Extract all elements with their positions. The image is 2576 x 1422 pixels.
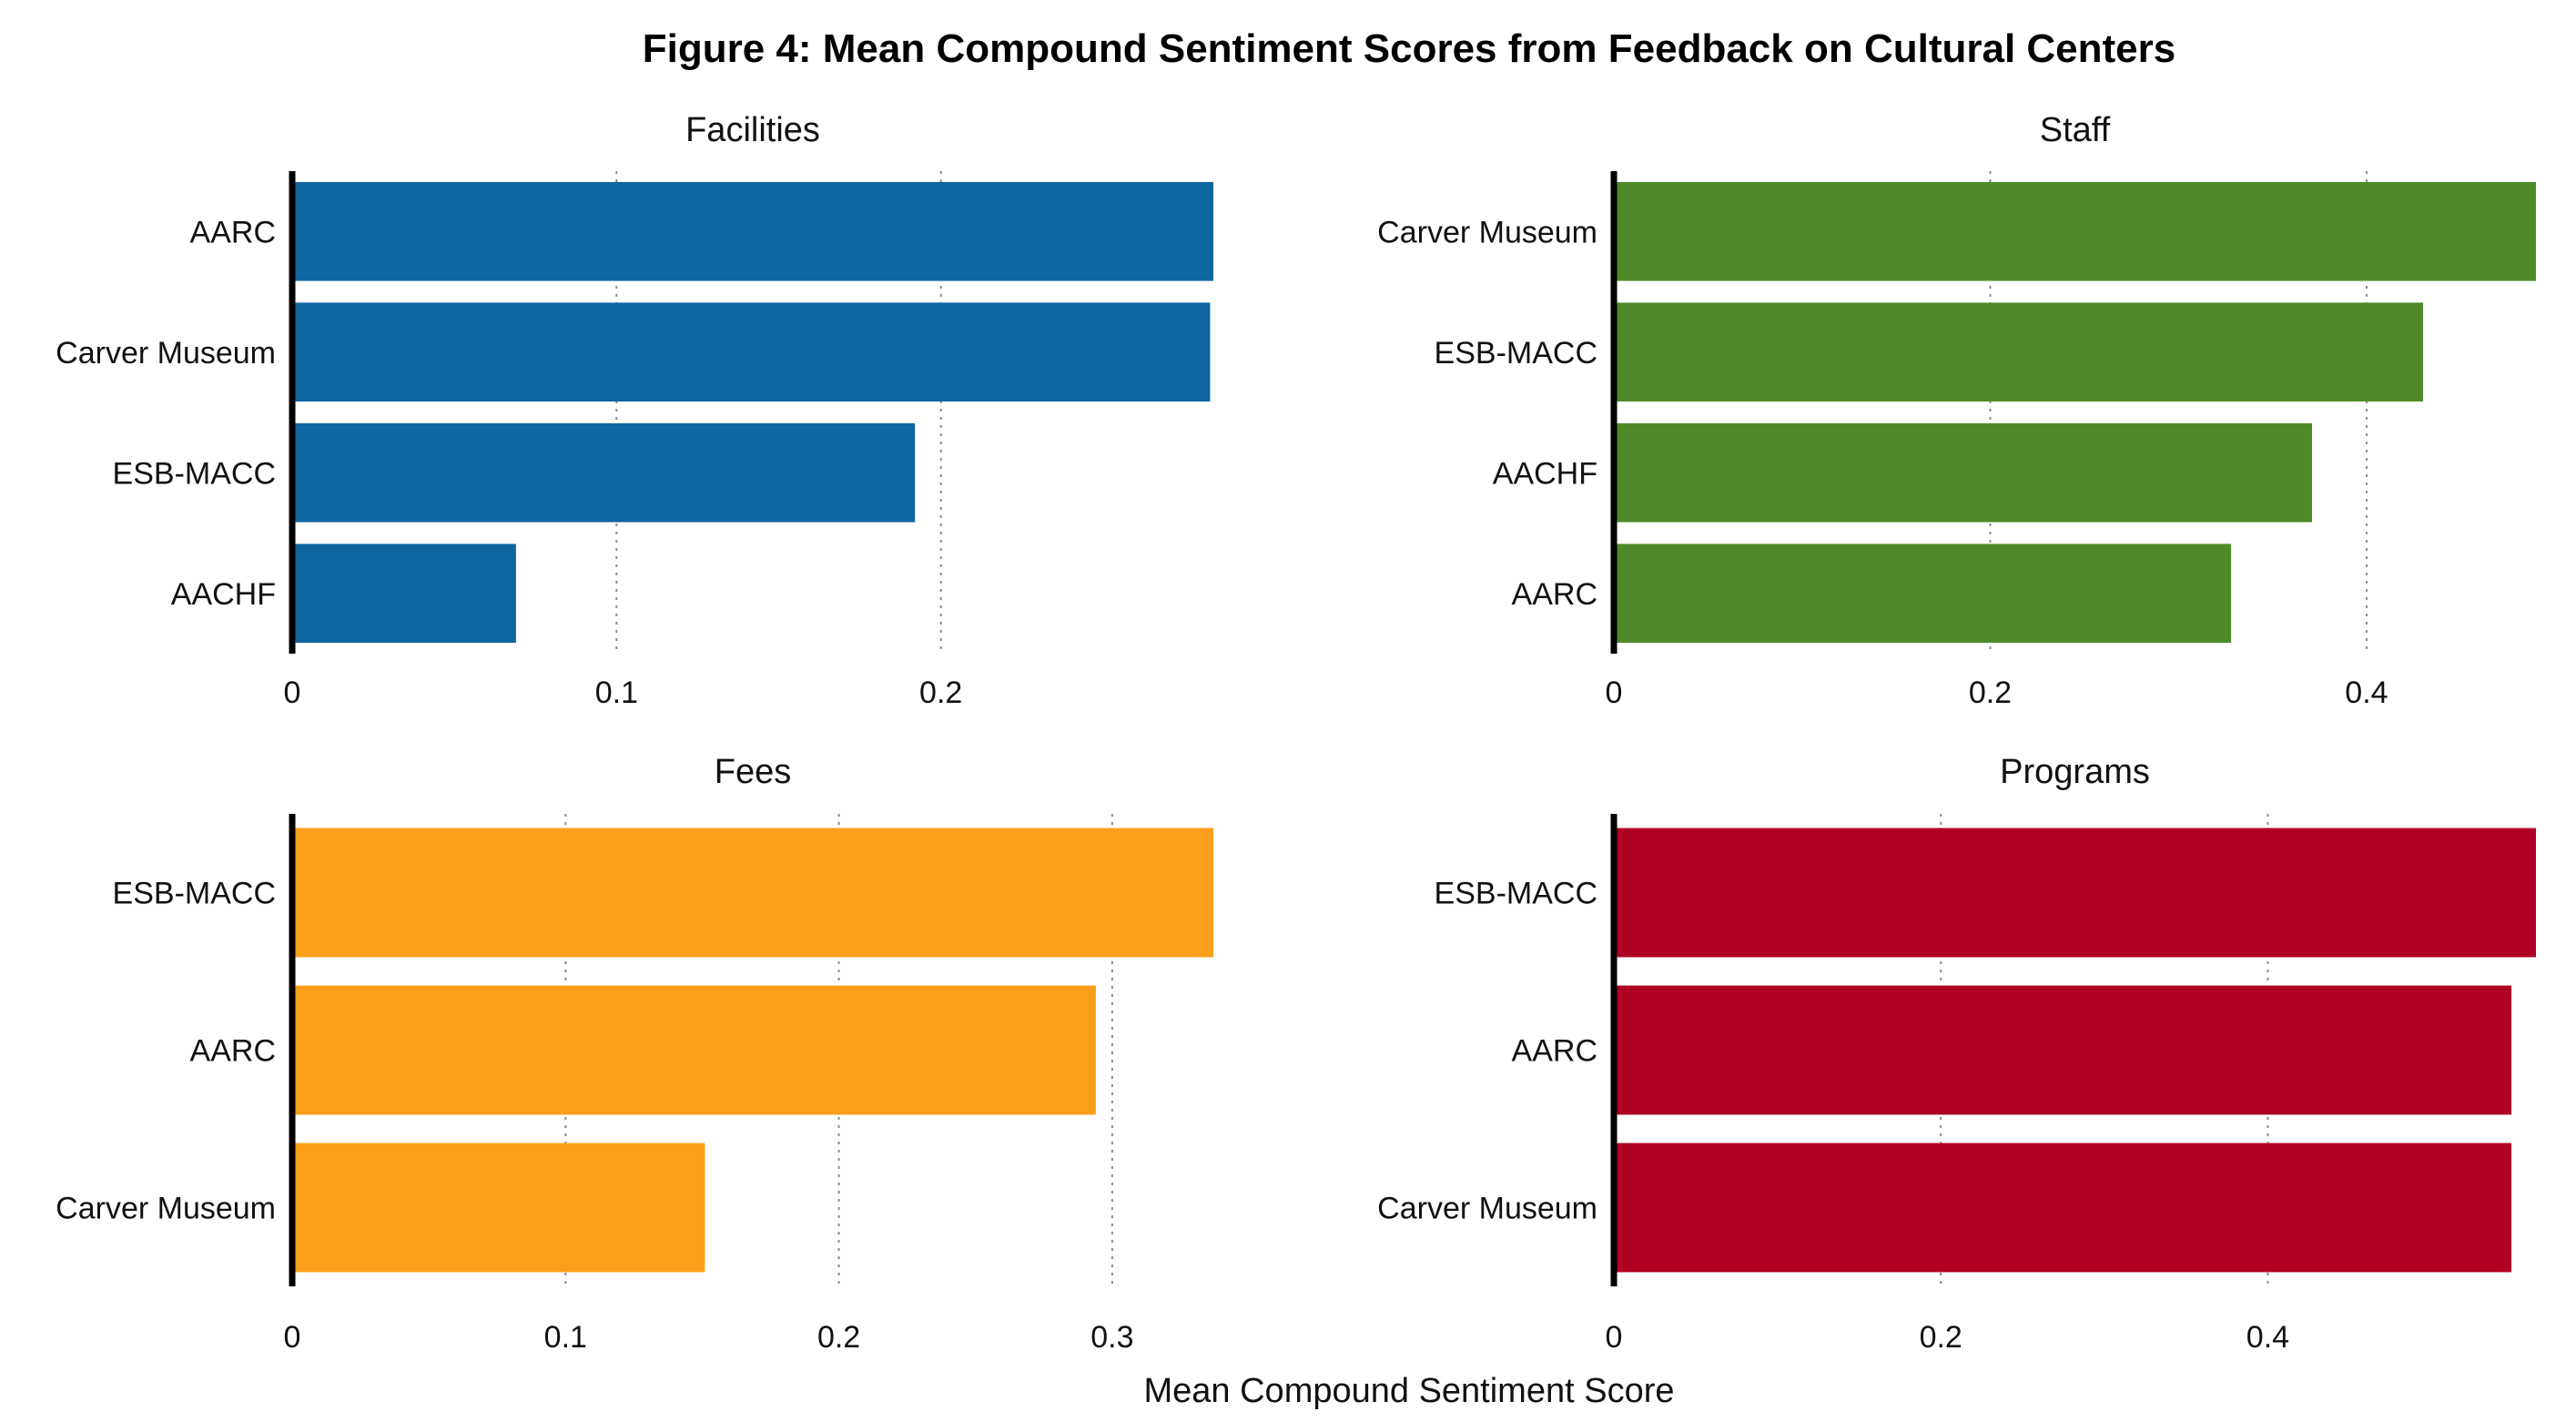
x-tick-label: 0.4: [2345, 675, 2388, 710]
bar: [1614, 181, 2536, 281]
x-tick-label: 0: [1606, 1320, 1623, 1355]
bar: [1614, 1143, 2512, 1273]
bar: [292, 1143, 705, 1273]
x-tick-label: 0.2: [1969, 675, 2012, 710]
bar: [1614, 422, 2312, 523]
x-axis-label: Mean Compound Sentiment Score: [1144, 1372, 1675, 1410]
category-label: AARC: [1512, 1034, 1597, 1069]
category-label: AARC: [190, 215, 276, 249]
category-label: AARC: [190, 1034, 276, 1069]
x-tick-label: 0: [284, 1320, 301, 1355]
panel-facilities: Facilities AARC Carver Museum ESB-MACC AACHF…: [56, 111, 1213, 710]
bar: [292, 422, 916, 523]
panel-staff: Staff Carver Museum ESB-MACC AACHF AARC 0 0.2 0…: [1377, 111, 2536, 710]
x-tick-label: 0.3: [1090, 1320, 1133, 1355]
panel-title: Facilities: [685, 111, 820, 149]
category-label: Carver Museum: [56, 336, 276, 371]
category-label: Carver Museum: [1377, 215, 1597, 249]
panel-title: Programs: [2000, 753, 2150, 791]
bar: [292, 302, 1211, 402]
x-tick-label: 0.2: [919, 675, 962, 710]
panel-programs: Programs ESB-MACC AARC Carver Museum 0 0.2 0.4: [1377, 753, 2536, 1355]
bar: [292, 543, 516, 644]
category-label: AACHF: [171, 577, 276, 612]
bar: [292, 181, 1213, 281]
bar: [292, 828, 1213, 958]
panel-fees: Fees ESB-MACC AARC Carver Museum 0 0.1 0.2 0.3: [56, 753, 1213, 1355]
category-label: Carver Museum: [56, 1192, 276, 1226]
bar: [1614, 985, 2512, 1115]
panel-title: Staff: [2040, 111, 2111, 149]
bar: [1614, 543, 2232, 644]
category-label: Carver Museum: [1377, 1192, 1597, 1226]
category-label: ESB-MACC: [113, 456, 276, 491]
category-label: ESB-MACC: [113, 877, 276, 911]
x-tick-label: 0: [1606, 675, 1623, 710]
x-tick-label: 0.2: [1920, 1320, 1962, 1355]
bar: [1614, 302, 2423, 402]
x-tick-label: 0.1: [595, 675, 638, 710]
category-label: AARC: [1512, 577, 1597, 612]
bar: [292, 985, 1096, 1115]
x-tick-label: 0.2: [817, 1320, 860, 1355]
x-tick-label: 0.1: [544, 1320, 587, 1355]
category-label: ESB-MACC: [1435, 336, 1597, 371]
category-label: ESB-MACC: [1435, 877, 1597, 911]
figure-title: Figure 4: Mean Compound Sentiment Scores…: [643, 26, 2175, 71]
x-tick-label: 0.4: [2246, 1320, 2289, 1355]
x-tick-label: 0: [284, 675, 301, 710]
category-label: AACHF: [1493, 456, 1597, 491]
bar: [1614, 828, 2536, 958]
panel-title: Fees: [715, 753, 791, 791]
